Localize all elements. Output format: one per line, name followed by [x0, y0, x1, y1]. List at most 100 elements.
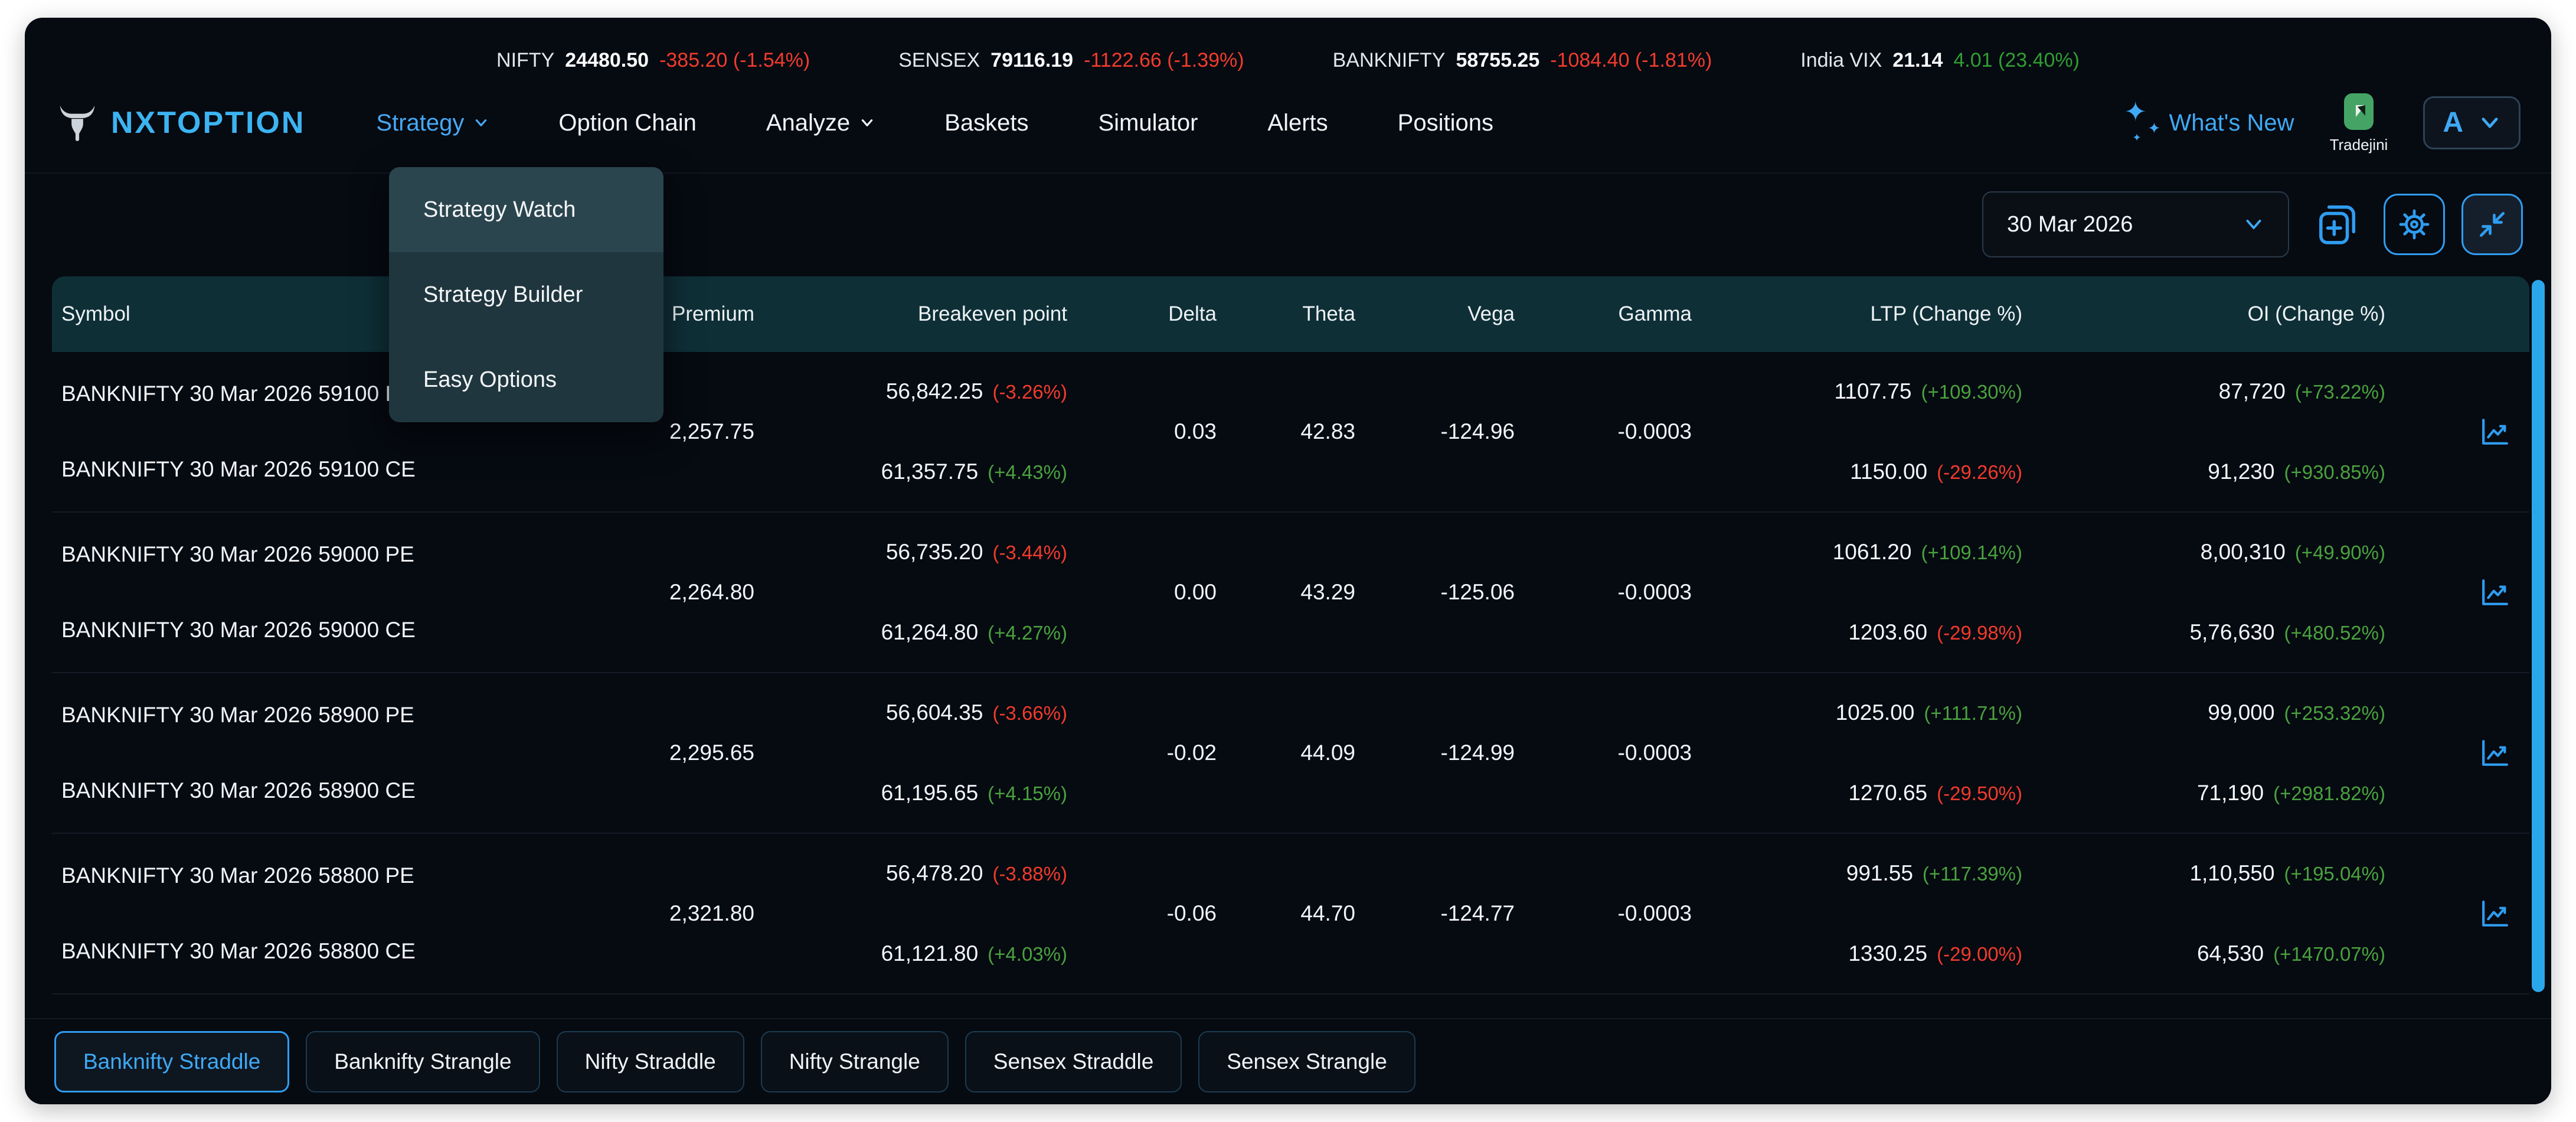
- nav-item-simulator[interactable]: Simulator: [1098, 110, 1198, 136]
- symbol-pe: BANKNIFTY 30 Mar 2026 59100 PE: [61, 381, 414, 406]
- vertical-scrollbar[interactable]: [2532, 280, 2545, 992]
- nav-item-option-chain[interactable]: Option Chain: [558, 110, 696, 136]
- table-row: BANKNIFTY 30 Mar 2026 58800 PE BANKNIFTY…: [52, 834, 2529, 994]
- theta-value: 43.29: [1300, 580, 1355, 604]
- ticker-change: -1084.40 (-1.81%): [1550, 48, 1712, 71]
- nav-item-label: Strategy: [376, 109, 465, 136]
- collapse-view-button[interactable]: [2461, 194, 2523, 255]
- nav-item-label: Analyze: [766, 109, 851, 136]
- breakeven-ce-change: (+4.03%): [988, 943, 1067, 965]
- line-chart-icon: [2482, 740, 2508, 766]
- breakeven-ce-change: (+4.27%): [988, 622, 1067, 644]
- vega-value: -125.06: [1440, 580, 1515, 604]
- oi-pe: 8,00,310: [2200, 540, 2286, 564]
- oi-pe: 87,720: [2218, 379, 2286, 403]
- open-chart-button[interactable]: [2479, 576, 2512, 609]
- ltp-ce-change: (-29.26%): [1937, 461, 2022, 483]
- nav-item-analyze[interactable]: Analyze: [766, 110, 875, 136]
- ltp-ce: 1150.00: [1850, 459, 1928, 484]
- symbol-ce: BANKNIFTY 30 Mar 2026 58900 CE: [61, 778, 416, 803]
- ticker-value: 21.14: [1892, 48, 1943, 71]
- breakeven-ce: 61,195.65: [881, 781, 979, 805]
- breakeven-ce: 61,264.80: [881, 620, 979, 644]
- nav-item-alerts[interactable]: Alerts: [1267, 110, 1328, 136]
- ticker-banknifty: BANKNIFTY 58755.25 -1084.40 (-1.81%): [1333, 49, 1712, 72]
- ltp-pe-change: (+117.39%): [1922, 863, 2022, 885]
- ticker-label: SENSEX: [898, 48, 980, 71]
- broker-tradejini[interactable]: Tradejini: [2330, 92, 2388, 154]
- ltp-ce: 1330.25: [1848, 941, 1928, 966]
- brand-logo[interactable]: NXTOPTION: [55, 101, 305, 145]
- expiry-select[interactable]: 30 Mar 2026: [1982, 191, 2289, 257]
- symbol-ce: BANKNIFTY 30 Mar 2026 59000 CE: [61, 618, 416, 642]
- settings-button[interactable]: [2384, 194, 2445, 255]
- delta-value: 0.03: [1173, 419, 1217, 443]
- ticker-value: 79116.19: [990, 48, 1074, 71]
- account-initial: A: [2443, 107, 2463, 138]
- tab-nifty-strangle[interactable]: Nifty Strangle: [760, 1031, 949, 1092]
- open-chart-button[interactable]: [2479, 736, 2512, 769]
- tab-banknifty-strangle[interactable]: Banknifty Strangle: [306, 1031, 540, 1092]
- ltp-pe-change: (+111.71%): [1924, 702, 2022, 724]
- oi-pe-change: (+253.32%): [2284, 702, 2385, 724]
- gamma-value: -0.0003: [1617, 901, 1692, 925]
- expiry-value: 30 Mar 2026: [2007, 211, 2133, 237]
- premium-value: 2,257.75: [669, 419, 754, 443]
- oi-pe: 99,000: [2208, 700, 2275, 725]
- open-chart-button[interactable]: [2479, 897, 2512, 930]
- premium-value: 2,321.80: [669, 901, 754, 925]
- ticker-sensex: SENSEX 79116.19 -1122.66 (-1.39%): [898, 49, 1244, 72]
- premium-value: 2,264.80: [669, 580, 754, 604]
- straddle-table: Symbol Premium Breakeven point Delta The…: [52, 276, 2545, 994]
- index-ticker-bar: NIFTY 24480.50 -385.20 (-1.54%) SENSEX 7…: [25, 18, 2551, 79]
- ticker-change: -385.20 (-1.54%): [659, 48, 810, 71]
- oi-pe-change: (+73.22%): [2294, 381, 2385, 403]
- nav-item-strategy[interactable]: Strategy: [376, 110, 489, 136]
- sparkles-icon: ✦ ✦ ✦: [2124, 96, 2161, 143]
- ltp-pe: 1025.00: [1835, 700, 1915, 725]
- ticker-label: NIFTY: [496, 48, 555, 71]
- nav-right-group: ✦ ✦ ✦ What's New Tradejini A: [2124, 92, 2521, 154]
- open-chart-button[interactable]: [2479, 415, 2512, 448]
- breakeven-ce-change: (+4.43%): [988, 461, 1067, 483]
- menu-item-strategy-watch[interactable]: Strategy Watch: [389, 167, 663, 252]
- add-strategy-button[interactable]: [2306, 194, 2367, 255]
- breakeven-pe-change: (-3.66%): [992, 702, 1067, 724]
- oi-ce: 71,190: [2196, 781, 2264, 805]
- breakeven-pe: 56,604.35: [885, 700, 983, 725]
- premium-value: 2,295.65: [669, 741, 754, 765]
- ltp-ce-change: (-29.50%): [1937, 782, 2022, 804]
- breakeven-pe-change: (-3.44%): [992, 542, 1067, 563]
- account-menu-button[interactable]: A: [2423, 96, 2521, 149]
- ltp-ce: 1203.60: [1848, 620, 1928, 644]
- gamma-value: -0.0003: [1617, 741, 1692, 765]
- nav-item-baskets[interactable]: Baskets: [944, 110, 1028, 136]
- breakeven-pe-change: (-3.26%): [992, 381, 1067, 403]
- table-toolbar: 30 Mar 2026: [25, 174, 2551, 260]
- vega-value: -124.99: [1440, 741, 1515, 765]
- oi-ce: 64,530: [2196, 941, 2264, 966]
- ltp-pe-change: (+109.30%): [1921, 381, 2022, 403]
- tab-sensex-straddle[interactable]: Sensex Straddle: [965, 1031, 1182, 1092]
- tab-sensex-strangle[interactable]: Sensex Strangle: [1198, 1031, 1416, 1092]
- column-header-breakeven: Breakeven point: [918, 302, 1067, 325]
- column-header-gamma: Gamma: [1618, 302, 1692, 325]
- nav-item-label: Baskets: [944, 109, 1029, 136]
- breakeven-ce-change: (+4.15%): [988, 782, 1067, 804]
- ltp-pe-change: (+109.14%): [1921, 542, 2022, 563]
- menu-item-strategy-builder[interactable]: Strategy Builder: [423, 282, 583, 307]
- table-row: BANKNIFTY 30 Mar 2026 59100 PE BANKNIFTY…: [52, 352, 2529, 513]
- line-chart-icon: [2482, 901, 2508, 927]
- nav-item-positions[interactable]: Positions: [1398, 110, 1493, 136]
- delta-value: -0.02: [1166, 741, 1217, 765]
- whats-new-button[interactable]: ✦ ✦ ✦ What's New: [2124, 98, 2294, 148]
- theta-value: 42.83: [1300, 419, 1355, 443]
- symbol-ce: BANKNIFTY 30 Mar 2026 59100 CE: [61, 457, 416, 481]
- tab-banknifty-straddle[interactable]: Banknifty Straddle: [54, 1031, 290, 1092]
- tab-nifty-straddle[interactable]: Nifty Straddle: [556, 1031, 744, 1092]
- column-header-theta: Theta: [1302, 302, 1356, 325]
- column-header-oi: OI (Change %): [2247, 302, 2385, 325]
- symbol-pe: BANKNIFTY 30 Mar 2026 59000 PE: [61, 542, 414, 566]
- whats-new-label: What's New: [2169, 109, 2294, 136]
- menu-item-easy-options[interactable]: Easy Options: [423, 367, 557, 392]
